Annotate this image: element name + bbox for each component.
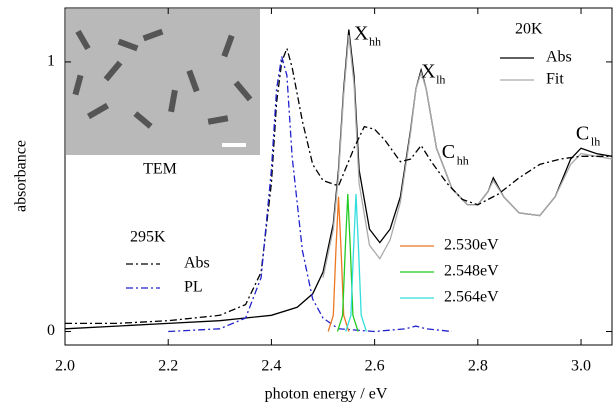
legend-label: Fit xyxy=(546,71,564,88)
legend-label: 2.564eV xyxy=(444,289,499,306)
annotation-sub: hh xyxy=(457,153,469,167)
legend-label: 2.530eV xyxy=(444,237,499,254)
annotation: C xyxy=(576,122,589,144)
legend-label: Abs xyxy=(184,255,210,272)
plot-frame xyxy=(64,7,613,346)
y-tick-label: 0 xyxy=(47,322,55,339)
annotation: X xyxy=(354,23,369,45)
x-tick-label: 2.8 xyxy=(468,358,488,375)
annotation-sub: hh xyxy=(369,35,381,49)
series-line xyxy=(327,196,350,332)
annotation: X xyxy=(421,60,436,82)
x-tick-label: 2.0 xyxy=(55,358,75,375)
series-line xyxy=(168,56,453,333)
series-line xyxy=(336,193,359,332)
legend-title: 295K xyxy=(130,229,166,246)
legend-label: PL xyxy=(184,279,203,296)
series-line xyxy=(322,34,613,278)
x-tick-label: 2.6 xyxy=(365,358,385,375)
annotation: C xyxy=(442,141,455,163)
x-tick-label: 3.0 xyxy=(571,358,591,375)
series-line xyxy=(345,193,368,332)
legend-label: Abs xyxy=(546,49,572,66)
x-tick-label: 2.4 xyxy=(261,358,281,375)
y-tick-label: 1 xyxy=(47,53,55,70)
legend-label: 2.548eV xyxy=(444,263,499,280)
y-axis-label: absorbance xyxy=(13,140,30,212)
x-tick-label: 2.2 xyxy=(158,358,178,375)
annotation-sub: lh xyxy=(591,134,600,148)
inset-label: TEM xyxy=(143,161,177,178)
legend-title: 20K xyxy=(515,21,543,38)
annotation-sub: lh xyxy=(436,72,445,86)
series-line xyxy=(65,46,612,325)
x-axis-label: photon energy / eV xyxy=(265,386,388,403)
tem-inset xyxy=(66,9,260,155)
